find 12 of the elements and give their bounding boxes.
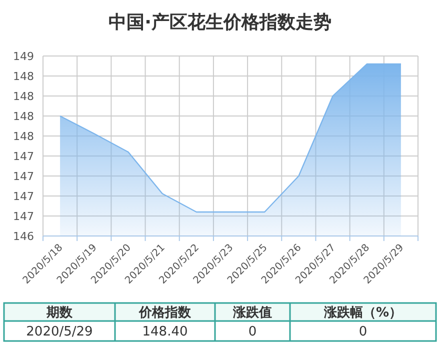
y-tick-label: 146 [13,230,34,243]
y-tick-label: 147 [13,170,34,183]
y-tick-label: 148 [13,130,34,143]
y-tick-label: 149 [13,50,34,63]
table: 期数 价格指数 涨跌值 涨跌幅（%） 2020/5/29 148.40 0 0 [3,302,437,342]
y-tick-label: 148 [13,70,34,83]
y-tick-label: 147 [13,150,34,163]
chart-title: 中国·产区花生价格指数走势 [108,12,332,33]
y-tick-label: 147 [13,210,34,223]
y-tick-label: 147 [13,190,34,203]
y-tick-label: 148 [13,90,34,103]
y-tick-label: 148 [13,110,34,123]
